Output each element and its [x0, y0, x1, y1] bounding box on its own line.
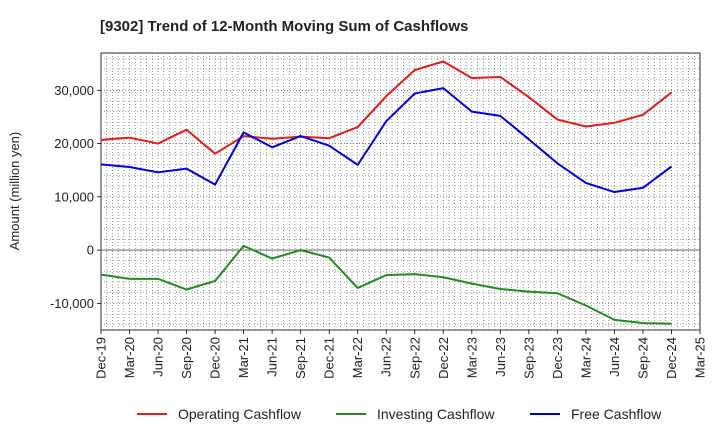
y-axis-label: Amount (million yen): [7, 132, 22, 251]
x-tick-label: Jun-23: [493, 337, 508, 377]
series-line-investing-cashflow: [100, 244, 672, 325]
y-tick-label: -10,000: [50, 296, 94, 311]
y-axis: -10,000 0 10,000 20,000 30,000: [50, 83, 101, 311]
x-tick-label: Mar-21: [236, 337, 251, 378]
x-tick-label: Jun-24: [607, 337, 622, 377]
y-tick-label: 30,000: [54, 83, 94, 98]
x-tick-label: Dec-19: [94, 337, 109, 379]
x-tick-label: Dec-23: [550, 337, 565, 379]
x-tick-label: Dec-22: [436, 337, 451, 379]
y-tick-label: 10,000: [54, 189, 94, 204]
x-tick-label: Dec-24: [664, 337, 679, 379]
legend-label-investing-cashflow: Investing Cashflow: [377, 406, 495, 422]
legend: Operating Cashflow Investing Cashflow Free…: [137, 406, 662, 422]
series-line-free-cashflow: [100, 87, 673, 194]
plot-area: [100, 52, 701, 331]
x-tick-label: Mar-24: [578, 337, 593, 378]
x-tick-label: Sep-20: [179, 337, 194, 379]
y-tick-label: 0: [87, 243, 94, 258]
x-tick-label: Sep-23: [521, 337, 536, 379]
x-tick-label: Jun-20: [151, 337, 166, 377]
x-tick-label: Mar-20: [122, 337, 137, 378]
x-tick-label: Jun-21: [265, 337, 280, 377]
legend-label-free-cashflow: Free Cashflow: [571, 406, 662, 422]
series-lines: [100, 60, 673, 325]
x-axis: Dec-19 Mar-20 Jun-20 Sep-20 Dec-20 Mar-21 Jun-…: [94, 330, 708, 379]
series-line-operating-cashflow: [100, 60, 673, 155]
x-tick-label: Dec-21: [322, 337, 337, 379]
x-tick-label: Dec-20: [208, 337, 223, 379]
y-tick-label: 20,000: [54, 136, 94, 151]
x-tick-label: Mar-22: [350, 337, 365, 378]
x-tick-label: Mar-23: [464, 337, 479, 378]
chart-title: [9302] Trend of 12-Month Moving Sum of C…: [100, 18, 468, 35]
legend-label-operating-cashflow: Operating Cashflow: [178, 406, 302, 422]
x-tick-label: Mar-25: [693, 337, 708, 378]
x-tick-label: Sep-22: [407, 337, 422, 379]
x-tick-label: Sep-24: [635, 337, 650, 379]
grid-lines: [101, 53, 700, 330]
x-tick-label: Jun-22: [379, 337, 394, 377]
x-tick-label: Sep-21: [293, 337, 308, 379]
